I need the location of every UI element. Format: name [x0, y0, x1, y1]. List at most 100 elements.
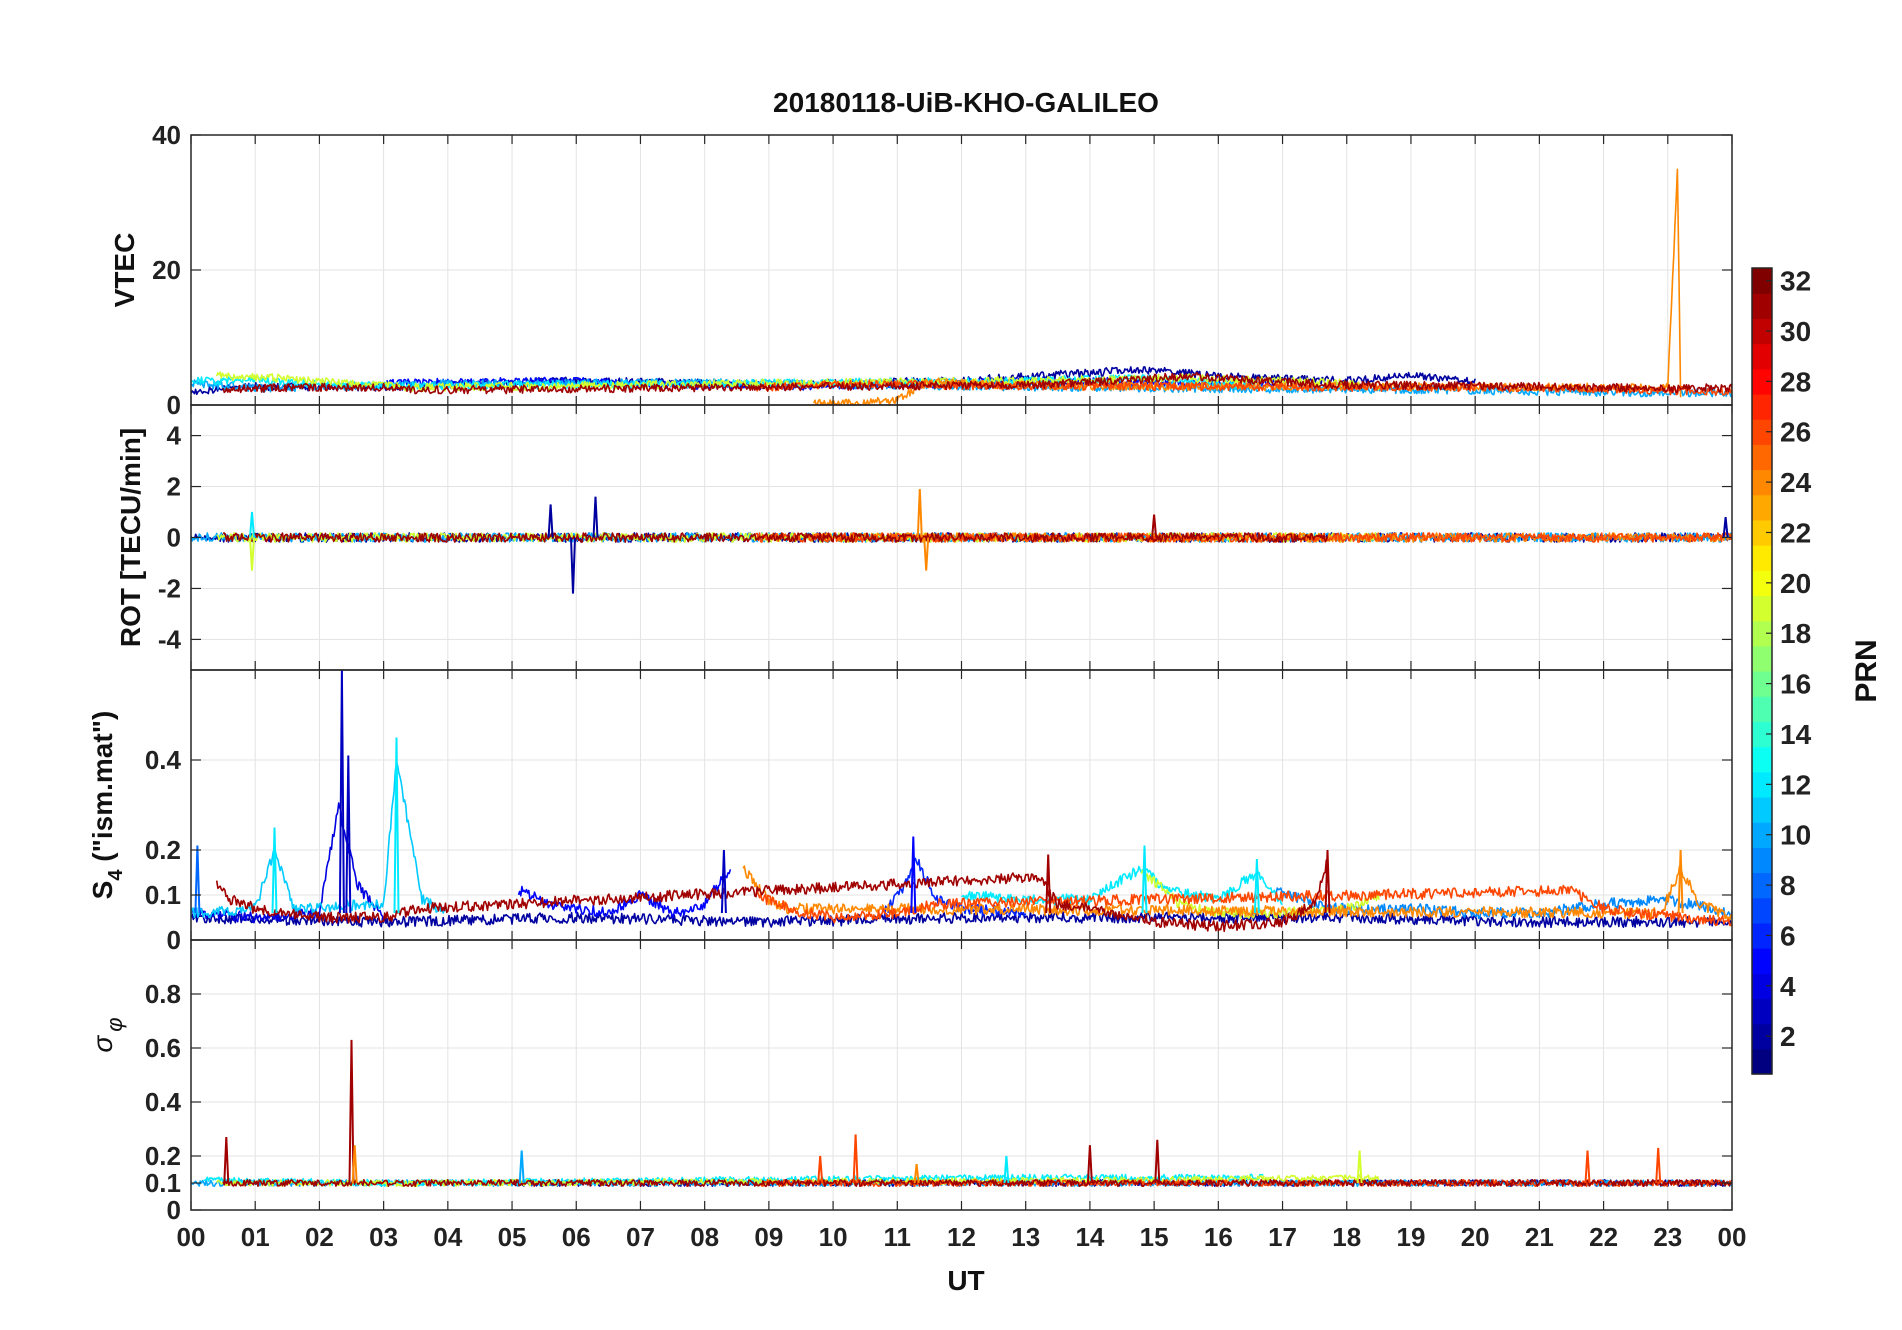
y-tick-label: 0.2 [145, 835, 181, 865]
x-tick-label: 16 [1204, 1222, 1233, 1252]
spike-prn-24 [913, 1163, 920, 1184]
colorbar-tick-label: 28 [1780, 366, 1811, 397]
x-tick-label: 12 [947, 1222, 976, 1252]
x-tick-label: 13 [1011, 1222, 1040, 1252]
colorbar-tick-label: 2 [1780, 1021, 1796, 1052]
series-line-prn-11 [191, 761, 448, 919]
x-tick-label: 09 [754, 1222, 783, 1252]
y-tick-label: 4 [167, 421, 182, 451]
colorbar-swatch [1752, 771, 1772, 798]
spike-prn-3 [345, 755, 352, 914]
spike-prn-3 [720, 849, 727, 914]
spike-prn-8 [194, 845, 201, 914]
colorbar-swatch [1752, 696, 1772, 722]
colorbar-swatch [1752, 948, 1772, 974]
y-tick-label: 0.6 [145, 1033, 181, 1063]
spike-prn-2 [570, 537, 576, 594]
y-tick-label: 0.4 [145, 745, 182, 775]
colorbar-swatch [1752, 444, 1772, 471]
x-tick-label: 08 [690, 1222, 719, 1252]
x-tick-label: 20 [1461, 1222, 1490, 1252]
colorbar-tick-label: 4 [1780, 971, 1796, 1002]
y-tick-label: 0.2 [145, 1141, 181, 1171]
spike-prn-19 [1356, 1150, 1363, 1184]
y-tick-label: 0.8 [145, 979, 181, 1009]
series-line-prn-10 [191, 378, 1732, 398]
spike-prn-19 [249, 537, 255, 571]
y-tick-label: 0.4 [145, 1087, 182, 1117]
x-tick-label: 17 [1268, 1222, 1297, 1252]
x-tick-label: 18 [1332, 1222, 1361, 1252]
colorbar-swatch [1752, 519, 1772, 546]
panel-vtec: 0 20 40 VTEC [109, 120, 1733, 420]
panel-rot: -4 -2 0 2 4 ROT [TECU/min] [115, 404, 1733, 671]
colorbar-swatch [1752, 973, 1772, 1000]
x-tick-label: 02 [305, 1222, 334, 1252]
colorbar-swatch [1752, 796, 1772, 823]
y-axis-label: S4 ("ism.mat") [87, 711, 127, 900]
spike-prn-12 [271, 827, 278, 914]
colorbar-tick-label: 12 [1780, 769, 1811, 800]
colorbar-swatch [1752, 746, 1772, 773]
colorbar-tick-label: 20 [1780, 568, 1811, 599]
x-tick-label: 22 [1589, 1222, 1618, 1252]
spike-prn-31 [223, 1137, 230, 1184]
series-line-prn-31 [222, 532, 1329, 543]
x-tick-label: 05 [498, 1222, 527, 1252]
chart-title: 20180118-UiB-KHO-GALILEO [773, 87, 1159, 118]
spike-prn-24 [351, 1145, 358, 1184]
panel-data-sigma [191, 1039, 1732, 1187]
colorbar-swatch [1752, 998, 1772, 1025]
spike-prn-24 [923, 537, 930, 571]
panel-data-vtec [191, 168, 1732, 405]
spike-prn-26 [817, 1155, 824, 1184]
spike-prn-31 [1151, 514, 1158, 538]
spike-prn-2 [547, 504, 554, 538]
colorbar-swatch [1752, 897, 1772, 924]
colorbar-label: PRN [1850, 639, 1883, 702]
x-tick-label: 04 [433, 1222, 462, 1252]
spike-prn-31 [1045, 854, 1052, 914]
x-tick-label: 15 [1140, 1222, 1169, 1252]
colorbar-tick-label: 6 [1780, 920, 1796, 951]
colorbar-swatch [1752, 847, 1772, 874]
colorbar-swatch [1752, 872, 1772, 899]
colorbar-swatch [1752, 268, 1772, 294]
x-tick-label: 19 [1396, 1222, 1425, 1252]
panel-sigma: 00.10.2 0.4 0.6 0.8 σφ [87, 939, 1733, 1225]
y-tick-label: 20 [152, 255, 181, 285]
series-line-prn-31 [222, 1179, 1732, 1187]
colorbar-tick-label: 10 [1780, 820, 1811, 851]
colorbar-swatch [1752, 1048, 1772, 1075]
y-tick-label: 0.1 [145, 1168, 181, 1198]
spike-prn-12 [1141, 845, 1148, 914]
spike-prn-31 [1086, 1145, 1093, 1184]
spike-prn-5 [910, 836, 917, 914]
x-tick-label: 11 [884, 1222, 912, 1252]
colorbar-tick-label: 14 [1780, 719, 1812, 750]
colorbar-swatch [1752, 620, 1772, 647]
colorbar-frame [1751, 267, 1773, 1075]
y-tick-label: 0 [167, 390, 181, 420]
spike-prn-2 [1722, 517, 1729, 538]
panel-data-rot [191, 489, 1732, 594]
spike-prn-26 [1584, 1150, 1591, 1184]
panel-data-s4 [191, 670, 1732, 933]
series-line-prn-24 [742, 865, 1732, 921]
colorbar-swatch [1752, 822, 1772, 848]
series-line-prn-26 [755, 379, 1732, 396]
y-tick-label: -2 [158, 573, 181, 603]
x-tick-label: 10 [819, 1222, 848, 1252]
colorbar-swatch [1752, 494, 1772, 521]
colorbar-swatch [1752, 645, 1772, 672]
x-tick-label: 14 [1075, 1222, 1104, 1252]
colorbar-swatch [1752, 343, 1772, 370]
colorbar-tick-label: 26 [1780, 417, 1811, 448]
colorbar-tick-label: 30 [1780, 316, 1811, 347]
y-tick-label: 0.1 [145, 880, 181, 910]
x-axis-label: UT [947, 1265, 984, 1296]
colorbar-swatch [1752, 469, 1772, 496]
